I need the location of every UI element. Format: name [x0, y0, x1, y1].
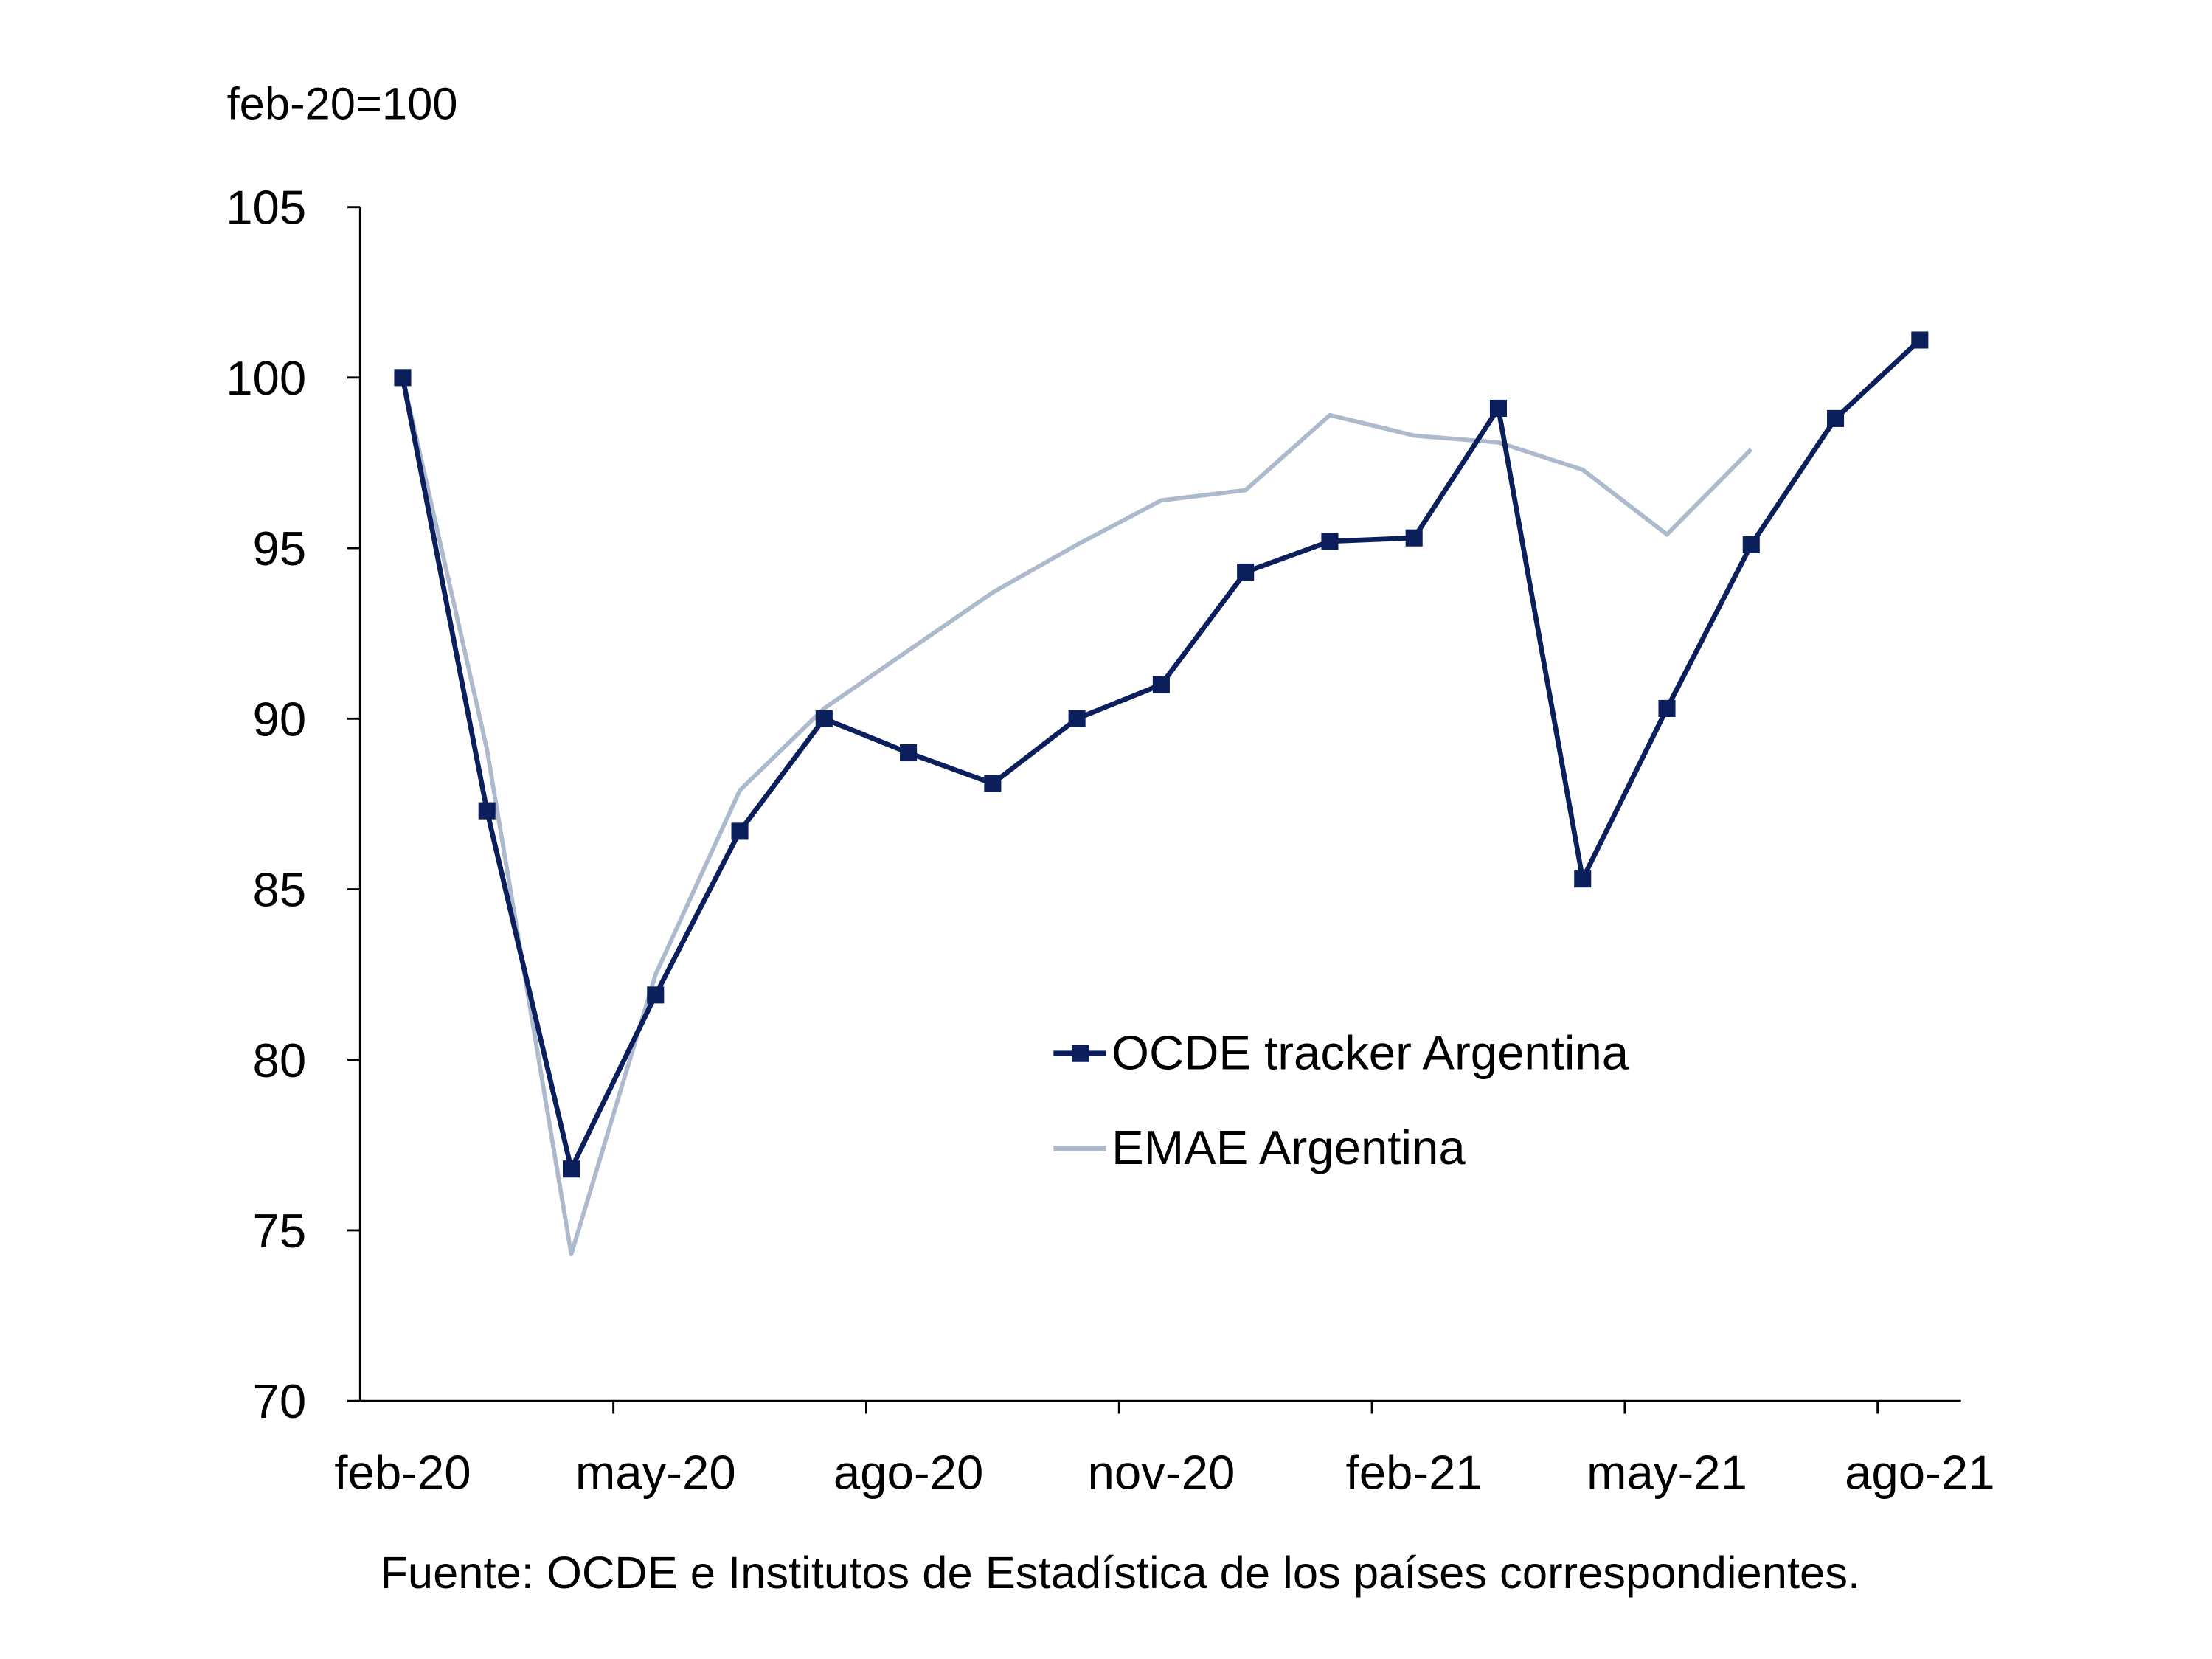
data-point-ocde	[562, 1160, 580, 1178]
x-tick-label: nov-20	[1087, 1445, 1235, 1499]
data-point-ocde	[1237, 563, 1255, 581]
data-point-ocde	[1152, 676, 1170, 693]
y-tick-label: 75	[253, 1204, 307, 1258]
data-point-ocde	[731, 822, 749, 840]
data-point-ocde	[1489, 399, 1508, 418]
data-point-ocde	[478, 802, 496, 820]
data-point-ocde	[1405, 529, 1423, 547]
data-point-ocde	[984, 775, 1002, 792]
series-group	[394, 331, 1929, 1257]
data-point-ocde	[647, 986, 665, 1004]
x-tick-label: ago-21	[1845, 1445, 1994, 1499]
x-tick-label: may-20	[575, 1445, 736, 1499]
y-tick-label: 100	[226, 351, 306, 405]
x-tick-label: feb-20	[334, 1445, 471, 1499]
series-line-emae	[401, 377, 1753, 1257]
x-tick-label: ago-20	[833, 1445, 983, 1499]
data-point-ocde	[1574, 870, 1592, 888]
y-axis: 70 75 80 85 90 95 100 105	[226, 181, 361, 1428]
x-tick-label: may-21	[1587, 1445, 1747, 1499]
x-axis: feb-20 may-20 ago-20 nov-20 feb-21 may-21 ago-…	[334, 1399, 1995, 1499]
legend: OCDE tracker Argentina EMAE Argentina	[1053, 1025, 1629, 1174]
x-tick-label: feb-21	[1346, 1445, 1483, 1499]
data-point-ocde	[900, 744, 918, 762]
data-point-ocde	[1068, 710, 1086, 727]
y-tick-label: 80	[253, 1033, 307, 1087]
data-point-ocde	[1321, 533, 1339, 550]
data-point-ocde	[1911, 331, 1929, 349]
y-tick-label: 70	[253, 1374, 307, 1428]
y-tick-label: 105	[226, 181, 306, 235]
legend-marker-ocde	[1072, 1045, 1089, 1062]
data-point-ocde	[1742, 536, 1760, 553]
y-tick-label: 95	[253, 522, 307, 575]
data-point-ocde	[1658, 699, 1676, 717]
data-point-ocde	[815, 710, 833, 727]
legend-label-emae: EMAE Argentina	[1112, 1121, 1466, 1174]
data-point-ocde	[394, 369, 412, 387]
source-note: Fuente: OCDE e Institutos de Estadística…	[380, 1548, 1860, 1599]
legend-label-ocde: OCDE tracker Argentina	[1112, 1025, 1629, 1079]
y-tick-label: 85	[253, 863, 307, 917]
y-tick-label: 90	[253, 692, 307, 746]
y-axis-unit-label: feb-20=100	[227, 78, 458, 129]
data-point-ocde	[1827, 409, 1845, 427]
